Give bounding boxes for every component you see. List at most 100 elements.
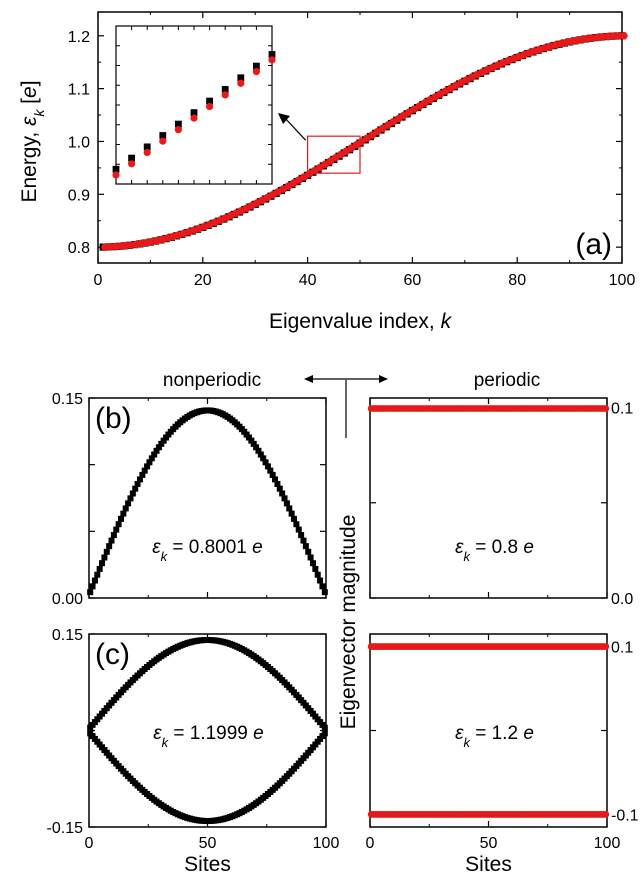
- data-point-square: [307, 554, 314, 561]
- data-point-square: [113, 526, 120, 533]
- data-point-circle: [602, 643, 610, 650]
- zoom-arrow-head: [278, 113, 290, 124]
- unit-e: e: [523, 537, 534, 558]
- y-tick-label-right: 0.1: [611, 401, 633, 418]
- data-point-square: [248, 437, 255, 444]
- annotation-value: = 0.8: [470, 537, 523, 558]
- y-tick-label-right: 0.1: [611, 640, 633, 657]
- data-point-square: [108, 537, 115, 544]
- data-point-square: [262, 459, 269, 466]
- inset-data-circle: [268, 56, 276, 64]
- data-point-square: [250, 440, 257, 447]
- data-point-square: [99, 560, 106, 567]
- data-point-square: [260, 455, 267, 462]
- data-point-square: [89, 583, 96, 590]
- epsilon-subscript: k: [463, 549, 471, 564]
- data-point-square: [279, 490, 286, 497]
- unit-e: e: [252, 537, 263, 558]
- data-point-square: [151, 451, 158, 458]
- inset-data-circle: [174, 126, 182, 134]
- unit-e: e: [523, 723, 534, 744]
- epsilon-subscript: k: [162, 735, 170, 750]
- x-axis-label-var: k: [441, 310, 453, 333]
- eigenvalue-annotation: εk = 0.8 e: [455, 537, 534, 564]
- data-point-square: [283, 500, 290, 507]
- x-tick-label: 40: [299, 272, 317, 289]
- inset-data-circle: [128, 160, 136, 168]
- x-tick-label: 0: [85, 835, 94, 852]
- data-point-square: [245, 434, 252, 441]
- inset-data-circle: [112, 171, 120, 179]
- y-tick-label: -0.15: [47, 820, 84, 837]
- data-point-square: [257, 451, 264, 458]
- panel-c-periodic-chart: 0.1 -0.1 0 50 100 Sites εk = 1.2 e: [366, 633, 639, 876]
- data-point-circle: [602, 811, 610, 818]
- data-point-square: [158, 440, 165, 447]
- data-point-square: [305, 548, 312, 555]
- header-nonperiodic: nonperiodic: [163, 370, 261, 391]
- unit-e: e: [253, 723, 264, 744]
- epsilon-symbol: ε: [455, 723, 464, 744]
- x-tick-label: 100: [594, 835, 621, 852]
- eigenvalue-annotation: εk = 1.1999 e: [153, 723, 263, 750]
- inset-data-square: [128, 154, 135, 162]
- y-axis-label: Energy, εk [e]: [18, 80, 47, 202]
- y-tick-label: 0.15: [52, 627, 83, 644]
- y-tick-label: 1.1: [68, 82, 90, 99]
- x-tick-label: 100: [609, 272, 636, 289]
- header-periodic: periodic: [474, 370, 541, 391]
- data-point-square: [317, 577, 324, 584]
- data-point-square: [127, 495, 134, 502]
- y-tick-label: 1.2: [68, 29, 90, 46]
- inset-data-square: [206, 97, 213, 105]
- double-arrow: [304, 375, 388, 383]
- data-point-square: [253, 444, 260, 451]
- y-axis-label-eps: ε: [18, 116, 41, 126]
- zoom-arrow-line: [283, 116, 307, 141]
- zoom-box: [307, 135, 361, 174]
- data-point-square: [103, 548, 110, 555]
- data-point-square: [101, 554, 108, 561]
- x-tick-label: 20: [194, 272, 212, 289]
- inset-data-square: [253, 62, 260, 70]
- inset-data-square: [112, 165, 120, 173]
- data-point-square: [281, 495, 288, 502]
- data-point-square: [298, 532, 305, 539]
- data-point-square: [255, 447, 262, 454]
- x-tick-label: 50: [480, 835, 498, 852]
- annotation-value: = 0.8001: [167, 537, 252, 558]
- data-point-square: [288, 510, 295, 517]
- data-point-square: [87, 589, 94, 596]
- x-tick-label: 80: [508, 272, 526, 289]
- x-tick-label: 0: [94, 272, 103, 289]
- data-point-square: [153, 447, 160, 454]
- data-point-circle: [620, 31, 628, 40]
- panel-label: (b): [95, 402, 132, 435]
- y-tick-label-right: -0.1: [611, 807, 639, 824]
- y-tick-label: 0.9: [68, 187, 90, 204]
- y-tick-label: 0.15: [52, 391, 83, 408]
- data-point-square: [267, 467, 274, 474]
- x-axis-label: Sites: [184, 853, 231, 876]
- eigenvector-magnitude-label: Eigenvector magnitude: [337, 515, 360, 730]
- data-point-square: [91, 577, 98, 584]
- data-point-square: [160, 437, 167, 444]
- data-point-square: [144, 463, 151, 470]
- data-point-square: [286, 505, 293, 512]
- x-axis-label: Eigenvalue index, k: [269, 310, 453, 333]
- data-point-square: [272, 476, 279, 483]
- eigenvalue-annotation: εk = 0.8001 e: [152, 537, 262, 564]
- epsilon-symbol: ε: [455, 537, 464, 558]
- x-tick-label: 100: [313, 835, 340, 852]
- inset-data-square: [221, 86, 229, 93]
- data-point-square: [132, 485, 139, 492]
- annotation-value: = 1.1999: [168, 723, 253, 744]
- data-point-square: [302, 543, 309, 550]
- y-axis-label-sub: k: [31, 109, 47, 117]
- inset-data-circle: [143, 148, 151, 157]
- data-point-square: [321, 724, 328, 731]
- y-axis-label-unit: e: [18, 86, 41, 98]
- data-point-square: [264, 463, 271, 470]
- data-point-square: [115, 521, 122, 528]
